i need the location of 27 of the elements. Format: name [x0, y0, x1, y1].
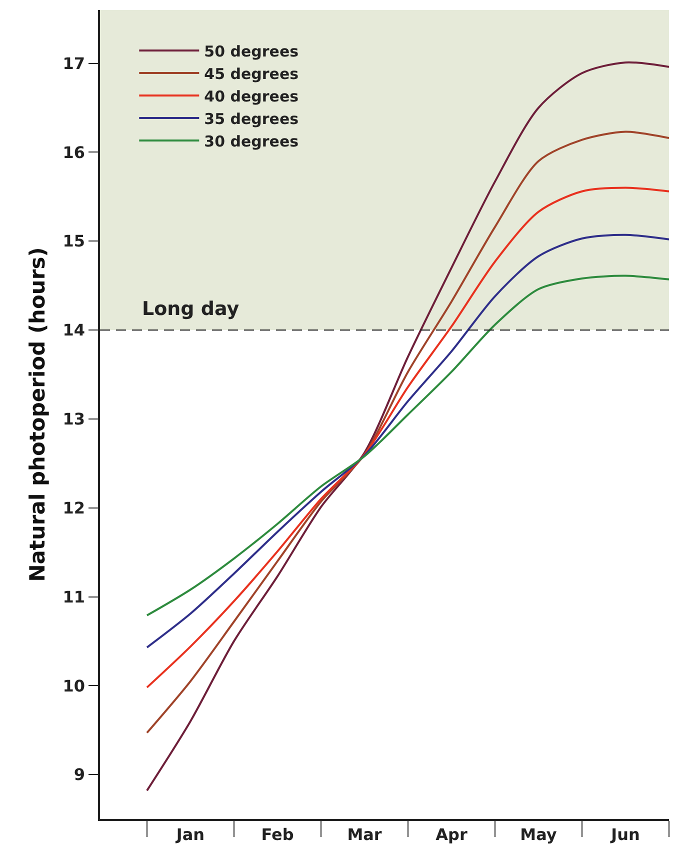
y-tick-label: 13	[62, 410, 86, 429]
legend-label: 50 degrees	[204, 42, 299, 60]
y-tick-label: 10	[62, 676, 86, 696]
line-series	[146, 186, 669, 688]
x-tick-label: Mar	[347, 824, 382, 844]
legend-label: 40 degrees	[204, 87, 299, 106]
x-tick-label: Jun	[610, 824, 640, 844]
y-tick-label: 16	[62, 142, 86, 162]
x-tick-label: Apr	[436, 824, 468, 844]
line-series	[146, 234, 669, 648]
legend-label: 30 degrees	[204, 132, 299, 150]
y-tick-label: 11	[62, 587, 86, 606]
line-series	[146, 274, 669, 616]
line-series	[146, 130, 669, 734]
band-label: Long day	[142, 298, 240, 320]
y-tick-label: 9	[74, 765, 86, 784]
y-axis-title: Natural photoperiod (hours)	[25, 247, 50, 582]
legend-label: 45 degrees	[204, 64, 299, 83]
x-tick-label: Jan	[175, 824, 205, 844]
legend-label: 35 degrees	[204, 110, 299, 128]
y-tick-label: 12	[62, 498, 86, 518]
y-tick-label: 17	[62, 54, 86, 73]
x-tick-label: May	[520, 824, 558, 844]
y-tick-label: 14	[62, 320, 86, 340]
y-tick-label: 15	[62, 232, 86, 251]
x-tick-label: Feb	[261, 824, 294, 844]
line-series	[146, 61, 669, 792]
